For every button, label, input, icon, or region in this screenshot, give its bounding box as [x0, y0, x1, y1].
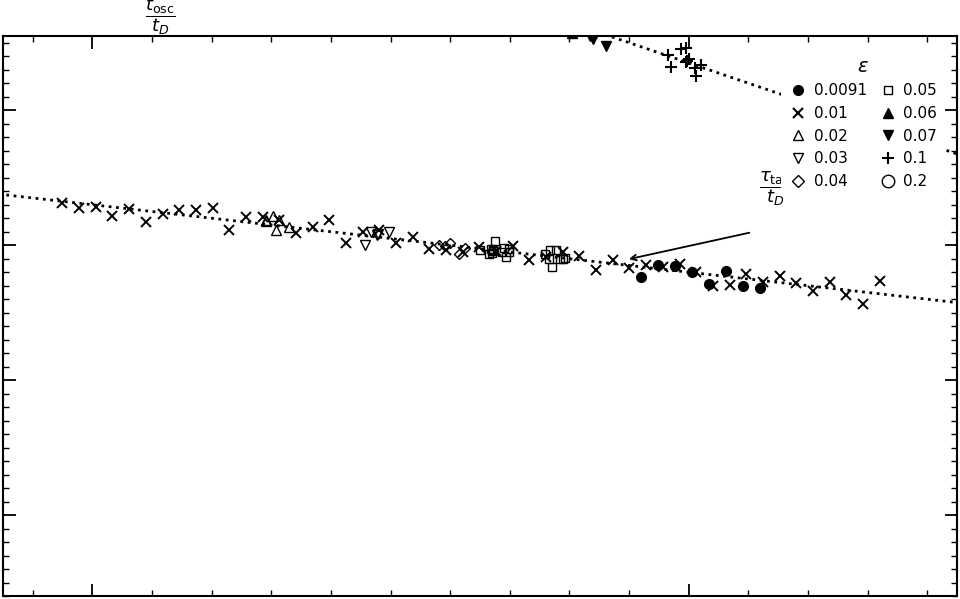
Text: $\dfrac{\tau_{\mathrm{tail}}}{t_D}$: $\dfrac{\tau_{\mathrm{tail}}}{t_D}$ — [759, 169, 792, 208]
Text: $\dfrac{t_{\mathrm{osc}}}{t_D}$: $\dfrac{t_{\mathrm{osc}}}{t_D}$ — [145, 0, 176, 37]
Legend: 0.0091, 0.01, 0.02, 0.03, 0.04, 0.05, 0.06, 0.07, 0.1, 0.2: 0.0091, 0.01, 0.02, 0.03, 0.04, 0.05, 0.… — [781, 49, 945, 196]
